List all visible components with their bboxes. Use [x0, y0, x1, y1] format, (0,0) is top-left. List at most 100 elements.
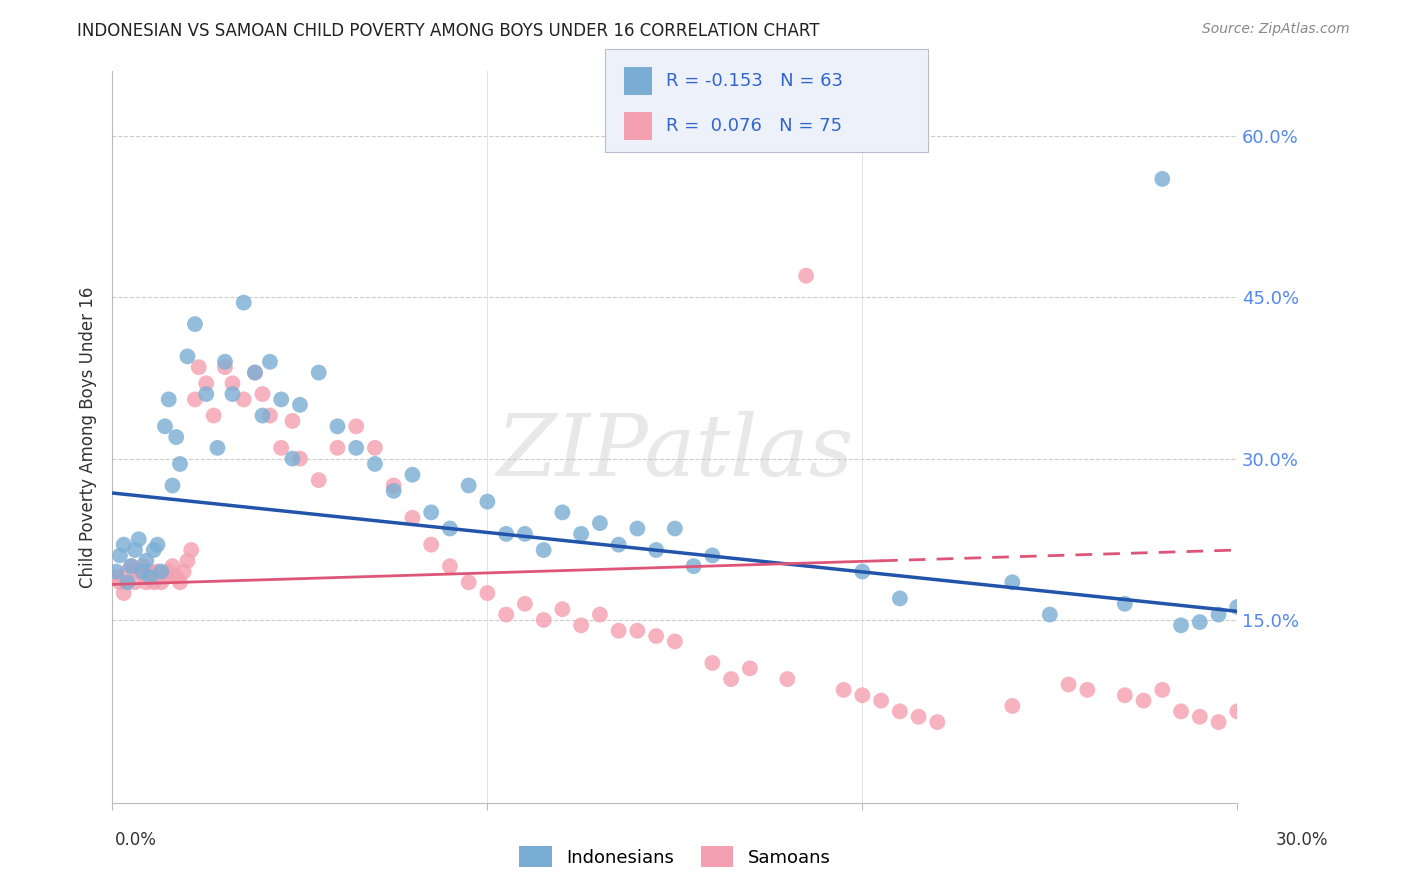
Point [1188, 710, 1211, 724]
Point [1039, 607, 1062, 622]
Point [1076, 682, 1098, 697]
Point [131, 565, 153, 579]
Point [927, 715, 949, 730]
Point [457, 575, 479, 590]
Point [139, 570, 162, 584]
Point [112, 586, 135, 600]
Point [1152, 682, 1174, 697]
Point [165, 430, 187, 444]
Point [120, 559, 142, 574]
Point [1132, 693, 1154, 707]
Point [259, 355, 281, 369]
Point [1001, 698, 1024, 713]
Point [150, 575, 173, 590]
Point [128, 565, 150, 579]
Point [221, 376, 243, 391]
Point [626, 521, 648, 535]
Point [288, 398, 311, 412]
Point [176, 554, 198, 568]
Point [131, 559, 153, 574]
Point [173, 565, 195, 579]
Point [382, 483, 405, 498]
Point [187, 360, 209, 375]
Point [214, 360, 236, 375]
Point [401, 510, 423, 524]
Point [195, 376, 218, 391]
Point [738, 661, 761, 675]
Text: 30.0%: 30.0% [1277, 831, 1329, 849]
Point [180, 543, 202, 558]
Point [401, 467, 423, 482]
Point [1170, 618, 1192, 632]
Point [870, 693, 893, 707]
Point [162, 478, 184, 492]
Point [176, 350, 198, 364]
Text: Source: ZipAtlas.com: Source: ZipAtlas.com [1202, 22, 1350, 37]
Legend: Indonesians, Samoans: Indonesians, Samoans [512, 839, 838, 874]
Point [439, 559, 461, 574]
Point [139, 565, 162, 579]
Point [720, 672, 742, 686]
Point [702, 549, 724, 563]
Text: 0.0%: 0.0% [115, 831, 157, 849]
Point [108, 549, 131, 563]
Point [142, 575, 165, 590]
Point [1170, 705, 1192, 719]
Point [308, 366, 330, 380]
Text: R = -0.153   N = 63: R = -0.153 N = 63 [666, 72, 844, 90]
Point [1226, 600, 1249, 615]
Point [851, 688, 873, 702]
Point [569, 527, 592, 541]
Point [495, 607, 517, 622]
Point [626, 624, 648, 638]
Point [259, 409, 281, 423]
Point [457, 478, 479, 492]
Point [105, 570, 128, 584]
Point [439, 521, 461, 535]
Point [169, 575, 191, 590]
Point [326, 419, 349, 434]
Point [664, 521, 686, 535]
Point [364, 441, 387, 455]
Point [142, 543, 165, 558]
Point [252, 409, 274, 423]
Point [851, 565, 873, 579]
Text: R =  0.076   N = 75: R = 0.076 N = 75 [666, 117, 842, 135]
Point [214, 355, 236, 369]
Point [184, 317, 207, 331]
Point [135, 575, 157, 590]
Point [1114, 688, 1136, 702]
Point [308, 473, 330, 487]
Point [153, 570, 176, 584]
Point [907, 710, 929, 724]
Point [157, 565, 180, 579]
Point [794, 268, 817, 283]
Point [281, 414, 304, 428]
Point [1208, 715, 1230, 730]
Point [889, 705, 911, 719]
Point [243, 366, 266, 380]
Point [1057, 677, 1080, 691]
Point [288, 451, 311, 466]
Point [281, 451, 304, 466]
Point [153, 419, 176, 434]
Point [207, 441, 229, 455]
Point [589, 516, 612, 530]
Point [495, 527, 517, 541]
Point [569, 618, 592, 632]
Point [252, 387, 274, 401]
Point [1188, 615, 1211, 629]
Point [117, 565, 139, 579]
Point [364, 457, 387, 471]
Point [551, 602, 574, 616]
Point [776, 672, 799, 686]
Point [105, 565, 128, 579]
Point [243, 366, 266, 380]
Point [1208, 607, 1230, 622]
Point [120, 559, 142, 574]
Point [477, 586, 499, 600]
Point [832, 682, 855, 697]
Text: ZIPatlas: ZIPatlas [496, 410, 853, 493]
Point [146, 538, 169, 552]
Point [1001, 575, 1024, 590]
